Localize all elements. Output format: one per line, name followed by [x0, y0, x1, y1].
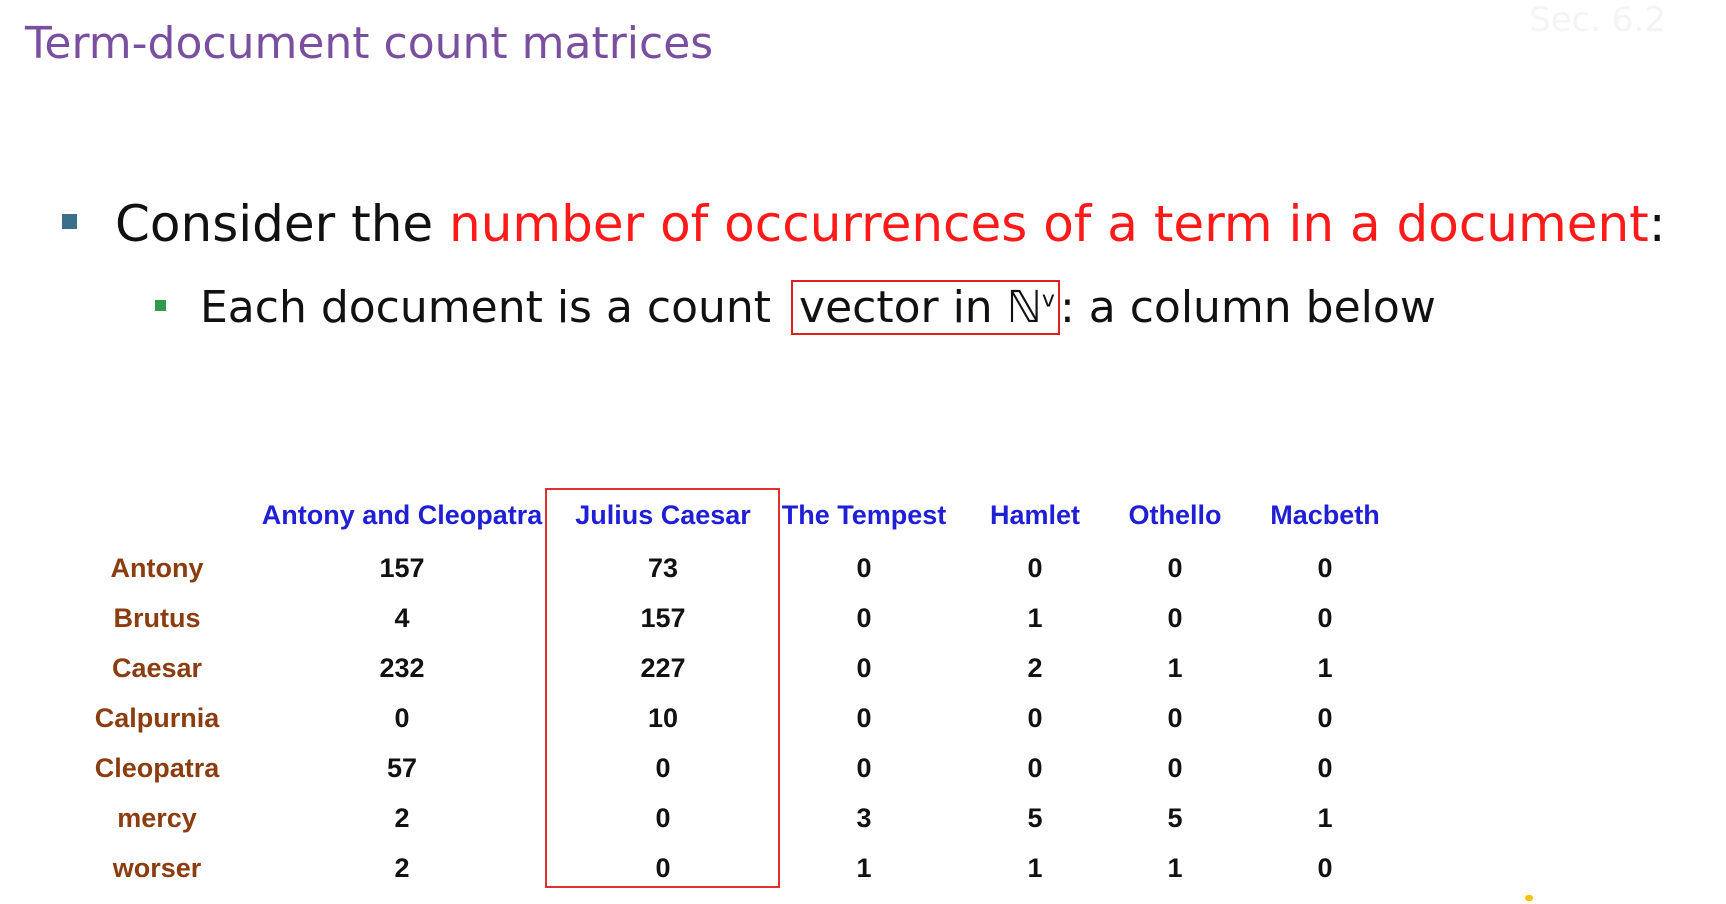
section-reference: Sec. 6.2 — [1529, 0, 1666, 40]
column-header: Julius Caesar — [575, 500, 751, 530]
count-cell: 0 — [856, 653, 872, 683]
count-cell: 0 — [655, 853, 671, 883]
count-cell: 57 — [386, 753, 418, 783]
count-cell: 0 — [1317, 853, 1333, 883]
column-header: Macbeth — [1270, 500, 1380, 530]
row-term: mercy — [117, 803, 197, 833]
bullet-secondary: Each document is a count vector in ℕv: a… — [155, 280, 1436, 335]
decorative-mark — [1525, 895, 1533, 901]
count-cell: 0 — [1167, 553, 1183, 583]
count-cell: 0 — [856, 603, 872, 633]
count-cell: 3 — [856, 803, 872, 833]
count-cell: 0 — [856, 553, 872, 583]
boxed-vector-superscript: v — [1041, 287, 1055, 313]
bullet-primary-tail: : — [1648, 195, 1666, 253]
count-cell: 1 — [1167, 853, 1183, 883]
row-term: Cleopatra — [94, 753, 220, 783]
count-cell: 227 — [640, 653, 686, 683]
count-cell: 0 — [1317, 553, 1333, 583]
count-cell: 1 — [1317, 803, 1333, 833]
count-cell: 10 — [647, 703, 679, 733]
row-term: Brutus — [113, 603, 201, 633]
julius-caesar-column-highlight — [545, 488, 780, 888]
square-bullet-icon — [155, 299, 166, 311]
count-cell: 0 — [655, 753, 671, 783]
column-header: Othello — [1128, 500, 1222, 530]
count-cell: 0 — [1167, 703, 1183, 733]
count-cell: 0 — [1167, 753, 1183, 783]
bullet-secondary-tail: : a column below — [1059, 282, 1436, 333]
count-cell: 0 — [1317, 703, 1333, 733]
count-cell: 0 — [1317, 753, 1333, 783]
count-cell: 2 — [394, 853, 410, 883]
count-cell: 1 — [1027, 853, 1043, 883]
count-cell: 2 — [1027, 653, 1043, 683]
count-cell: 1 — [1027, 603, 1043, 633]
row-term: worser — [112, 853, 202, 883]
bullet-secondary-lead: Each document is a count — [200, 282, 786, 333]
count-cell: 4 — [394, 603, 410, 633]
column-header: Hamlet — [989, 500, 1081, 530]
bullet-primary-lead: Consider the — [115, 195, 450, 253]
count-cell: 157 — [379, 553, 425, 583]
count-cell: 0 — [856, 703, 872, 733]
count-cell: 0 — [1027, 703, 1043, 733]
count-cell: 232 — [379, 653, 425, 683]
row-term: Antony — [110, 553, 204, 583]
row-term: Calpurnia — [94, 703, 220, 733]
square-bullet-icon — [62, 214, 77, 229]
count-cell: 0 — [1027, 553, 1043, 583]
slide-title: Term-document count matrices — [25, 18, 714, 69]
count-cell: 1 — [1167, 653, 1183, 683]
count-cell: 73 — [647, 553, 679, 583]
column-header: The Tempest — [781, 500, 947, 530]
row-term: Caesar — [111, 653, 203, 683]
count-cell: 5 — [1167, 803, 1183, 833]
count-cell: 0 — [655, 803, 671, 833]
count-cell: 1 — [856, 853, 872, 883]
count-cell: 0 — [856, 753, 872, 783]
count-cell: 0 — [394, 703, 410, 733]
bullet-primary: Consider the number of occurrences of a … — [62, 195, 1666, 253]
count-cell: 157 — [640, 603, 686, 633]
column-header: Antony and Cleopatra — [261, 500, 543, 530]
count-cell: 5 — [1027, 803, 1043, 833]
boxed-vector-text: vector in ℕ — [799, 282, 1042, 333]
count-cell: 0 — [1167, 603, 1183, 633]
boxed-vector-phrase: vector in ℕv — [791, 280, 1060, 335]
bullet-primary-emphasis: number of occurrences of a term in a doc… — [449, 195, 1649, 253]
count-cell: 0 — [1027, 753, 1043, 783]
count-cell: 1 — [1317, 653, 1333, 683]
count-cell: 2 — [394, 803, 410, 833]
count-cell: 0 — [1317, 603, 1333, 633]
